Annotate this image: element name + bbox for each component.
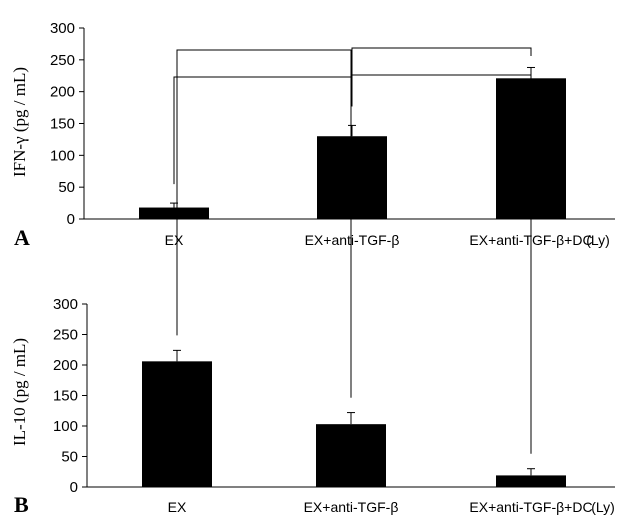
x-category-label: EX [165,232,184,248]
y-tick-label: 0 [67,211,75,228]
significance-bracket [176,49,352,398]
x-category-labels: EX EX+anti-TGF-β EX+anti-TGF-β+DC [165,232,593,248]
y-tick-label: 250 [53,327,78,344]
x-category-labels: EX EX+anti-TGF-β EX+anti-TGF-β+DC [168,499,593,515]
y-axis-label: IL-10 (pg / mL) [10,338,29,446]
x-category-label: EX+anti-TGF-β [304,499,399,515]
error-bars [173,349,535,476]
bar [316,424,386,487]
y-tick-label: 200 [53,357,78,374]
y-tick-label: 100 [50,147,75,164]
bar [142,361,212,487]
chart-panel-b: IL-10 (pg / mL) 0 50 100 150 200 250 300 EX EX+… [10,49,615,517]
y-tick-label: 150 [53,388,78,405]
y-tick-label: 300 [53,296,78,313]
y-tick-label: 50 [61,449,78,466]
y-tick-label: 150 [50,116,75,133]
significance-bracket [351,47,532,107]
significance-brackets [173,47,532,185]
x-category-label: EX [168,499,187,515]
y-tick-label: 300 [50,20,75,37]
x-category-label: EX+anti-TGF-β+DC [469,499,592,515]
y-axis-label: IFN-γ (pg / mL) [10,67,29,177]
y-ticks: 0 50 100 150 200 250 300 [50,20,84,228]
chart-panel-a: IFN-γ (pg / mL) 0 50 100 150 200 250 300 EX EX+… [10,20,615,250]
y-tick-label: 250 [50,52,75,69]
y-ticks: 0 50 100 150 200 250 300 [53,296,87,496]
bar [317,136,387,219]
y-tick-label: 200 [50,84,75,101]
significance-brackets [176,49,532,454]
bar [139,207,209,219]
x-category-label: EX+anti-TGF-β [305,232,400,248]
y-tick-label: 0 [70,479,78,496]
bar [496,475,566,487]
bars [142,361,566,487]
x-suffix-label: (Ly) [586,232,610,248]
panel-label: B [14,492,29,517]
significance-bracket [350,74,532,454]
y-tick-label: 50 [58,179,75,196]
panel-label: A [14,225,30,250]
y-tick-label: 100 [53,418,78,435]
x-suffix-label: (Ly) [591,499,615,515]
